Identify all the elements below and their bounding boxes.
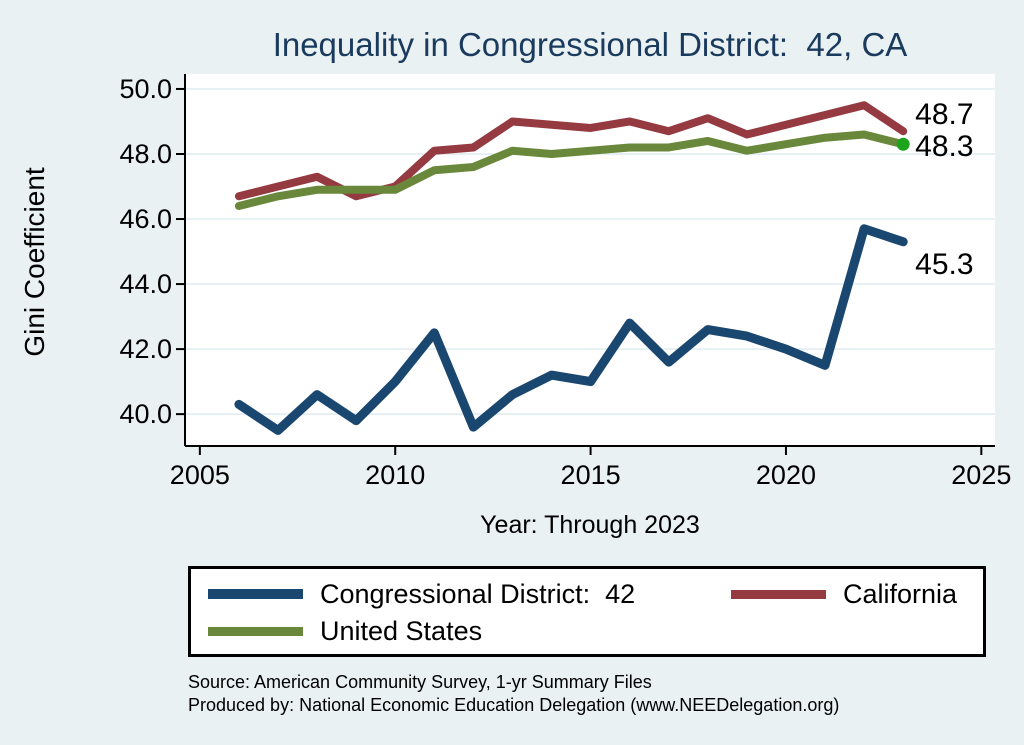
source-note: Source: American Community Survey, 1-yr … — [188, 671, 839, 717]
legend-label-united-states: United States — [320, 615, 483, 646]
legend-swatch-district — [208, 589, 303, 599]
y-tick-label: 42.0 — [119, 334, 172, 364]
legend-item-district: Congressional District: 42 — [208, 578, 635, 610]
y-tick-label: 50.0 — [119, 74, 172, 104]
legend-item-california: California — [731, 578, 957, 610]
series-end-marker-2 — [896, 137, 910, 151]
x-tick-label: 2015 — [561, 460, 621, 490]
legend-item-united-states: United States — [208, 615, 482, 647]
legend-swatch-california — [731, 589, 826, 599]
legend-label-california: California — [843, 578, 958, 609]
y-axis-title: Gini Coefficient — [19, 167, 50, 357]
series-line-0 — [234, 224, 908, 435]
gini-line-chart: 40.0 42.0 44.0 46.0 48.0 50.0 2005 2010 2015 2020… — [19, 74, 1011, 539]
series-end-label-0: 45.3 — [915, 248, 973, 281]
x-tick-label: 2020 — [756, 460, 816, 490]
x-tick-label: 2010 — [365, 460, 425, 490]
x-tick-label: 2025 — [951, 460, 1011, 490]
x-axis-title: Year: Through 2023 — [480, 511, 700, 539]
source-line-1: Source: American Community Survey, 1-yr … — [188, 672, 652, 692]
source-line-2: Produced by: National Economic Education… — [188, 695, 840, 715]
series-end-label-1: 48.7 — [915, 98, 973, 131]
legend-label-district: Congressional District: 42 — [320, 578, 636, 609]
legend-swatch-united-states — [208, 626, 303, 636]
y-tick-label: 46.0 — [119, 204, 172, 234]
y-tick-label: 48.0 — [119, 139, 172, 169]
series-end-label-2: 48.3 — [915, 130, 973, 163]
y-tick-label: 40.0 — [119, 399, 172, 429]
chart-title: Inequality in Congressional District: 42… — [272, 26, 908, 63]
series-line-2 — [234, 130, 908, 211]
x-tick-label: 2005 — [170, 460, 230, 490]
legend: Congressional District: 42 California Un… — [188, 566, 986, 657]
y-tick-label: 44.0 — [119, 269, 172, 299]
